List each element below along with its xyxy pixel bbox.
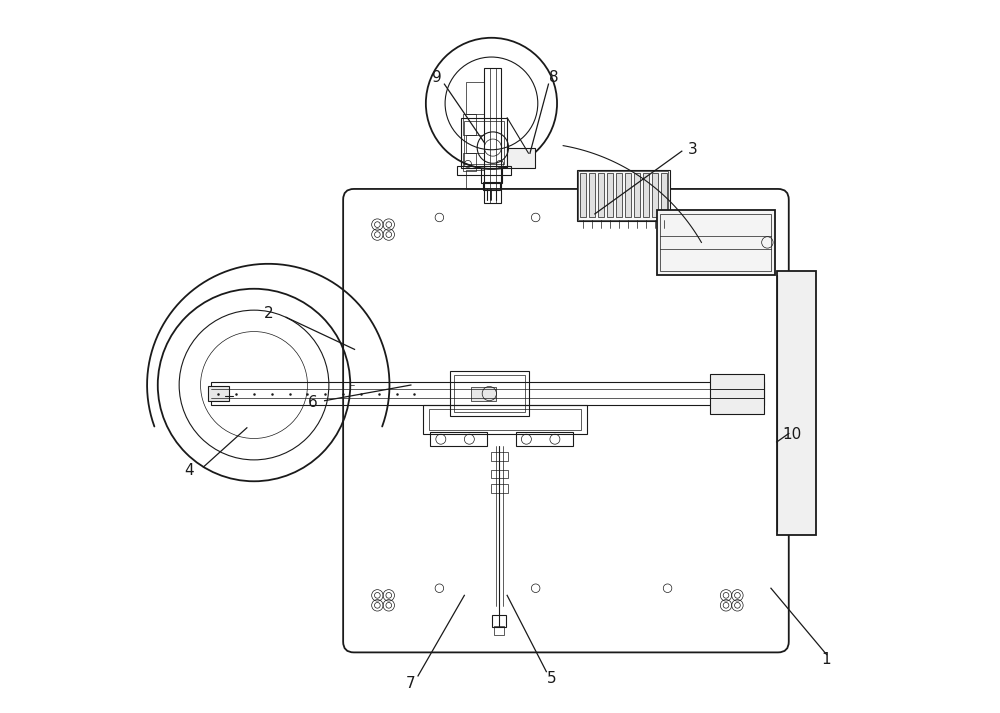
Bar [457, 166, 511, 175]
Bar [430, 432, 487, 446]
Bar [492, 615, 506, 627]
Bar [516, 432, 573, 446]
Bar [463, 114, 476, 135]
Text: 2: 2 [263, 306, 273, 322]
Text: 3: 3 [688, 142, 697, 158]
Bar [461, 118, 507, 168]
Bar [634, 173, 640, 217]
Bar [466, 170, 484, 189]
Bar [423, 405, 587, 434]
Text: 9: 9 [432, 69, 442, 85]
Bar [777, 271, 816, 535]
Bar [652, 173, 658, 217]
Bar [577, 170, 670, 221]
Bar [466, 135, 484, 153]
Bar [660, 214, 771, 271]
Bar [661, 173, 667, 217]
Bar [208, 386, 229, 401]
Text: 1: 1 [822, 652, 831, 667]
Bar [464, 121, 504, 164]
Bar [589, 173, 595, 217]
Bar [481, 168, 502, 183]
Bar [625, 173, 631, 217]
Text: 5: 5 [547, 671, 556, 687]
Bar [491, 470, 508, 478]
Bar [466, 82, 484, 114]
Bar [578, 171, 668, 220]
Text: 8: 8 [549, 69, 559, 85]
Bar [507, 148, 535, 168]
Text: 10: 10 [783, 427, 802, 443]
Bar [616, 173, 622, 217]
Bar [454, 375, 525, 412]
Bar [483, 182, 500, 190]
Bar [491, 452, 508, 461]
Bar [211, 382, 764, 405]
Bar [657, 210, 775, 275]
Text: 4: 4 [184, 463, 194, 478]
Bar [494, 626, 504, 635]
Bar [607, 173, 613, 217]
Bar [484, 68, 501, 203]
Text: 7: 7 [405, 675, 415, 691]
Bar [598, 173, 604, 217]
Bar [429, 409, 581, 430]
Bar [710, 374, 764, 414]
Bar [580, 173, 586, 217]
Text: 6: 6 [308, 395, 318, 411]
Bar [643, 173, 649, 217]
Bar [450, 371, 529, 416]
Bar [471, 387, 496, 401]
Bar [463, 153, 476, 171]
Bar [491, 484, 508, 493]
